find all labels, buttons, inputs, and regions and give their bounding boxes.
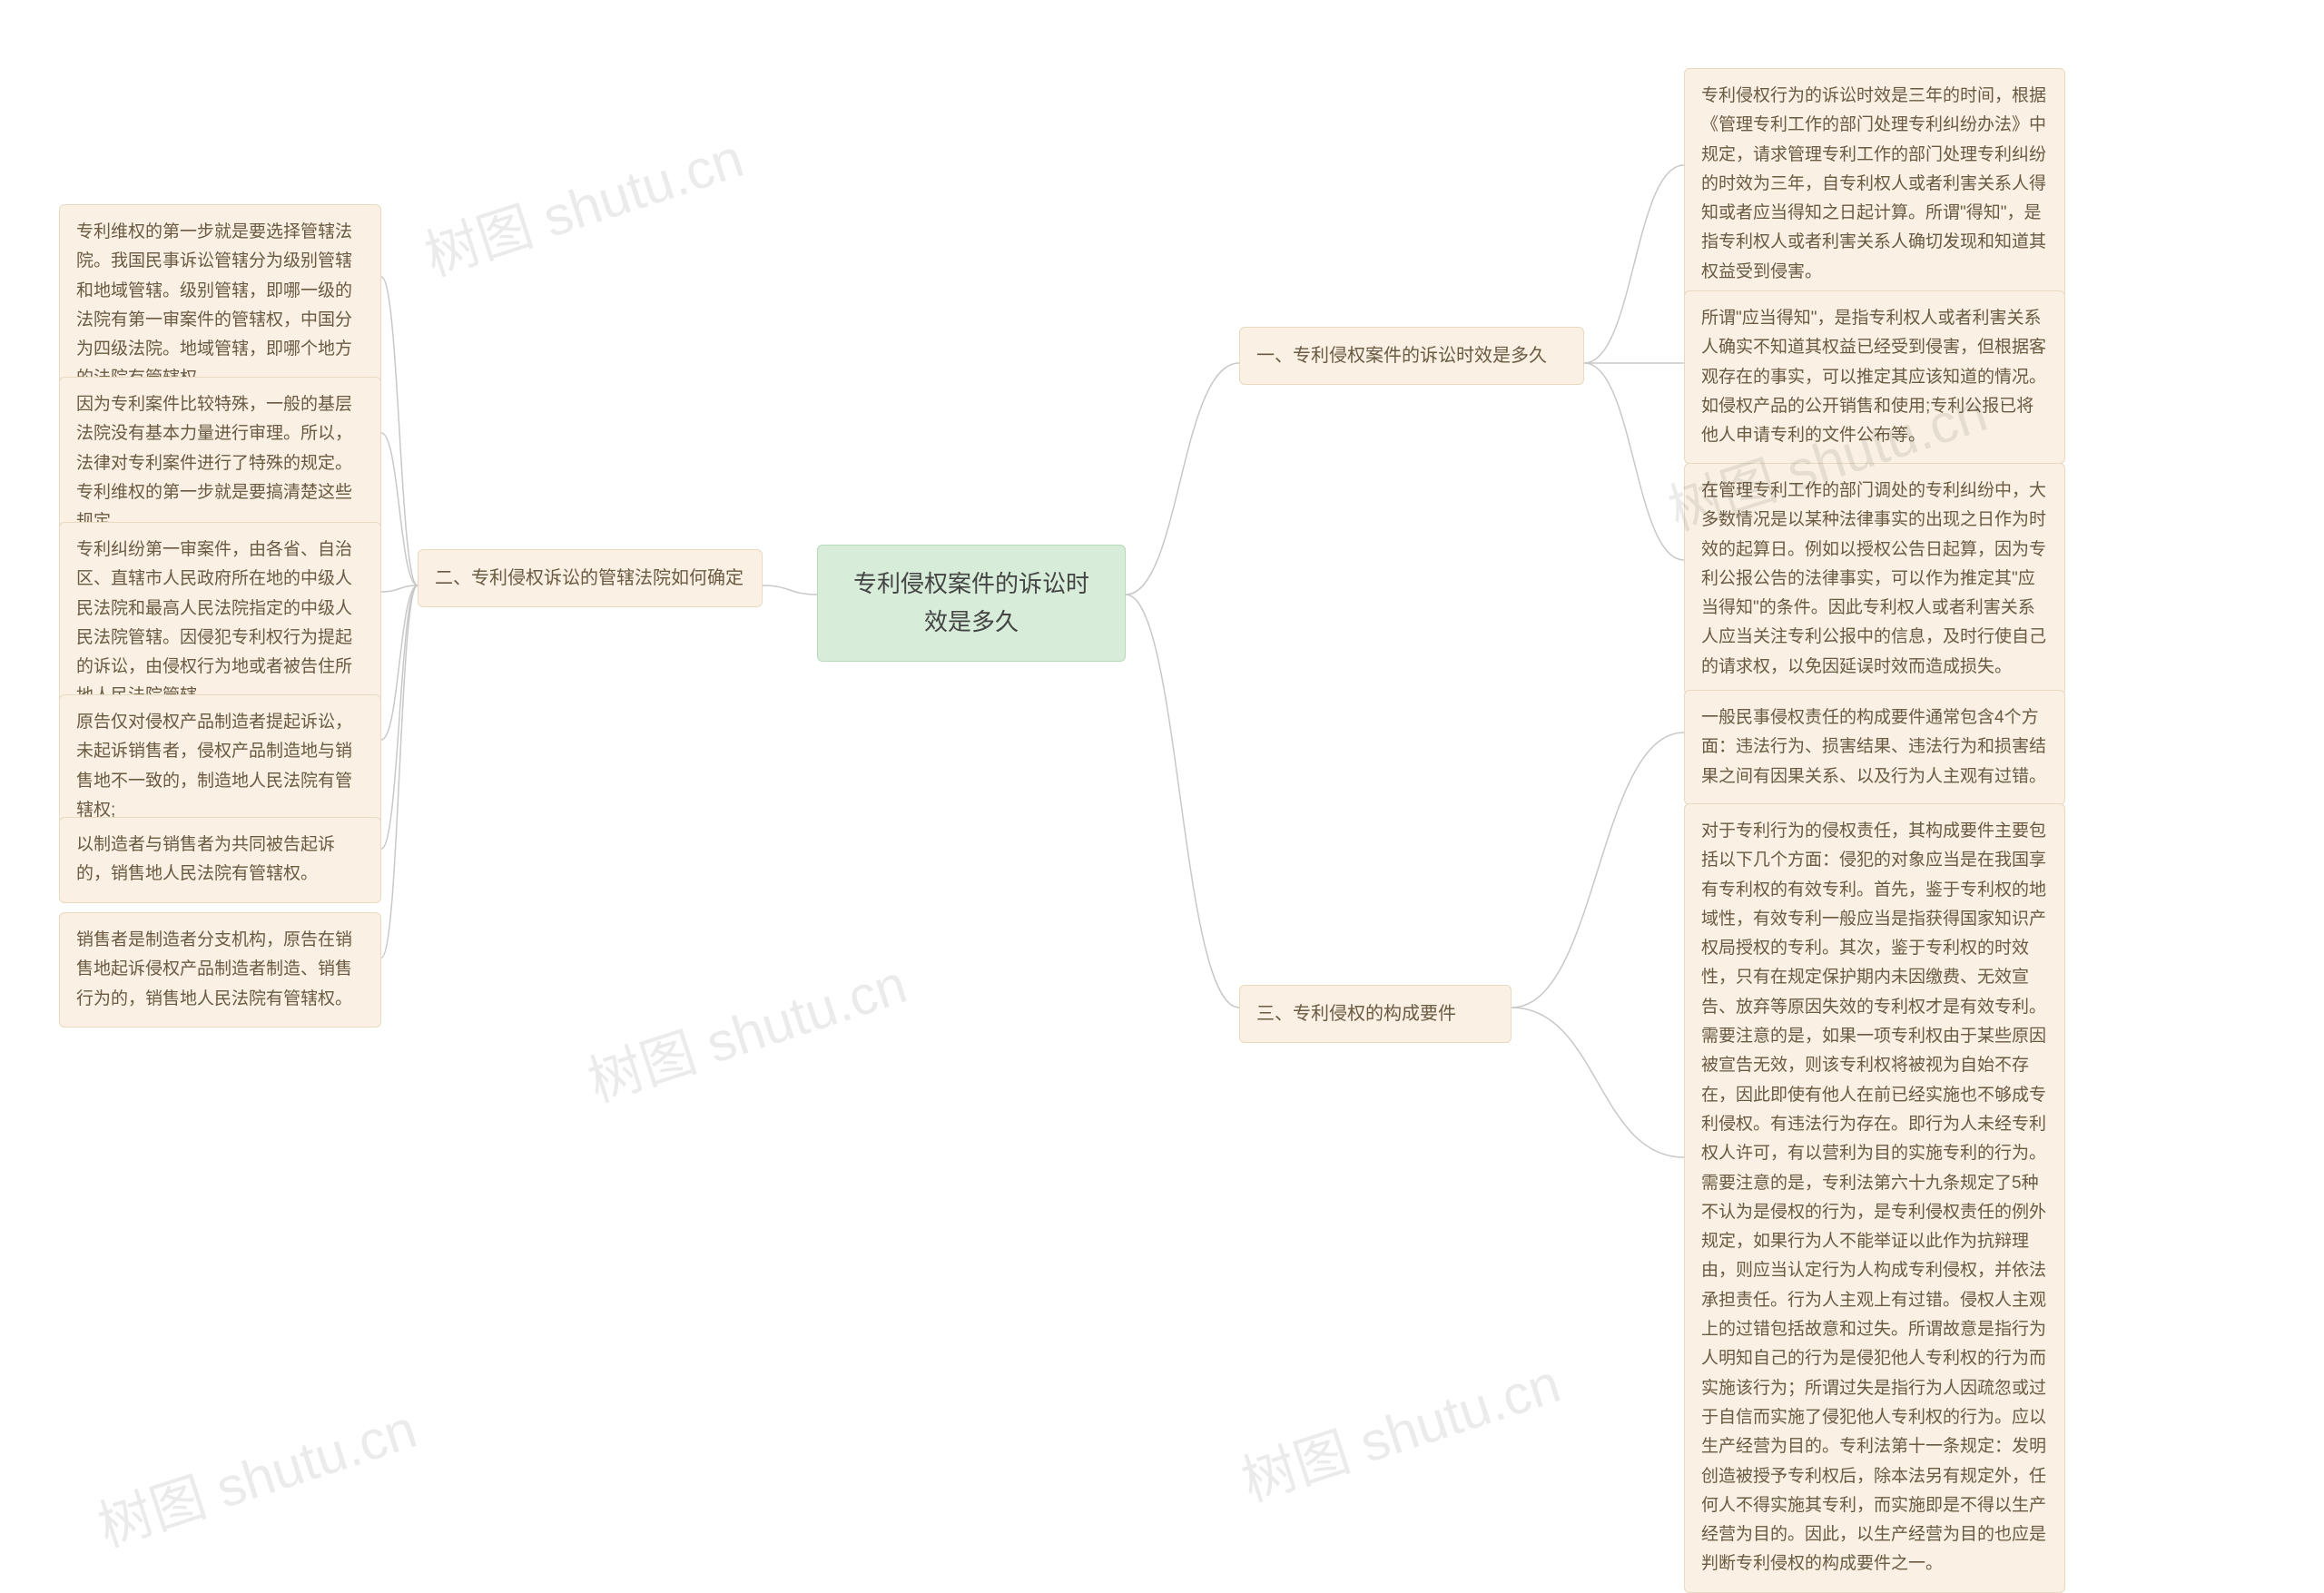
leaf-text: 专利维权的第一步就是要选择管辖法院。我国民事诉讼管辖分为级别管辖和地域管辖。级别… [76, 222, 352, 388]
leaf-text: 销售者是制造者分支机构，原告在销售地起诉侵权产品制造者制造、销售行为的，销售地人… [76, 930, 352, 1008]
leaf-node[interactable]: 一般民事侵权责任的构成要件通常包含4个方面：违法行为、损害结果、违法行为和损害结… [1684, 690, 2065, 805]
leaf-text: 在管理专利工作的部门调处的专利纠纷中，大多数情况是以某种法律事实的出现之日作为时… [1701, 481, 2046, 676]
watermark-text: 树图 shutu.cn [91, 1398, 423, 1558]
branch-label: 一、专利侵权案件的诉讼时效是多久 [1256, 346, 1547, 366]
watermark: 树图 shutu.cn [1230, 1340, 1569, 1517]
watermark: 树图 shutu.cn [86, 1385, 425, 1562]
branch-label: 二、专利侵权诉讼的管辖法院如何确定 [435, 568, 743, 588]
leaf-text: 对于专利行为的侵权责任，其构成要件主要包括以下几个方面：侵犯的对象应当是在我国享… [1701, 821, 2046, 1573]
center-node[interactable]: 专利侵权案件的诉讼时效是多久 [817, 545, 1126, 662]
watermark: 树图 shutu.cn [576, 940, 915, 1117]
watermark-text: 树图 shutu.cn [581, 953, 913, 1113]
branch-label: 三、专利侵权的构成要件 [1256, 1004, 1456, 1024]
leaf-node[interactable]: 专利侵权行为的诉讼时效是三年的时间，根据《管理专利工作的部门处理专利纠纷办法》中… [1684, 68, 2065, 300]
leaf-node[interactable]: 所谓"应当得知"，是指专利权人或者利害关系人确实不知道其权益已经受到侵害，但根据… [1684, 290, 2065, 464]
center-label: 专利侵权案件的诉讼时效是多久 [853, 570, 1089, 635]
leaf-text: 原告仅对侵权产品制造者提起诉讼，未起诉销售者，侵权产品制造地与销售地不一致的，制… [76, 713, 352, 820]
watermark: 树图 shutu.cn [413, 114, 752, 291]
mindmap-canvas: 专利侵权案件的诉讼时效是多久 一、专利侵权案件的诉讼时效是多久 专利侵权行为的诉… [0, 0, 2324, 1593]
leaf-text: 以制造者与销售者为共同被告起诉的，销售地人民法院有管辖权。 [76, 835, 335, 883]
leaf-text: 因为专利案件比较特殊，一般的基层法院没有基本力量进行审理。所以，法律对专利案件进… [76, 395, 352, 531]
leaf-node[interactable]: 在管理专利工作的部门调处的专利纠纷中，大多数情况是以某种法律事实的出现之日作为时… [1684, 463, 2065, 695]
leaf-node[interactable]: 对于专利行为的侵权责任，其构成要件主要包括以下几个方面：侵犯的对象应当是在我国享… [1684, 803, 2065, 1593]
leaf-text: 一般民事侵权责任的构成要件通常包含4个方面：违法行为、损害结果、违法行为和损害结… [1701, 708, 2046, 786]
leaf-text: 所谓"应当得知"，是指专利权人或者利害关系人确实不知道其权益已经受到侵害，但根据… [1701, 309, 2046, 445]
branch-node-2[interactable]: 三、专利侵权的构成要件 [1239, 985, 1512, 1043]
branch-node-3[interactable]: 二、专利侵权诉讼的管辖法院如何确定 [418, 549, 763, 607]
watermark-text: 树图 shutu.cn [418, 127, 750, 287]
leaf-text: 专利侵权行为的诉讼时效是三年的时间，根据《管理专利工作的部门处理专利纠纷办法》中… [1701, 86, 2046, 281]
watermark-text: 树图 shutu.cn [1235, 1352, 1567, 1512]
leaf-node[interactable]: 销售者是制造者分支机构，原告在销售地起诉侵权产品制造者制造、销售行为的，销售地人… [59, 912, 381, 1028]
leaf-text: 专利纠纷第一审案件，由各省、自治区、直辖市人民政府所在地的中级人民法院和最高人民… [76, 540, 352, 705]
leaf-node[interactable]: 以制造者与销售者为共同被告起诉的，销售地人民法院有管辖权。 [59, 817, 381, 903]
branch-node-1[interactable]: 一、专利侵权案件的诉讼时效是多久 [1239, 327, 1584, 385]
